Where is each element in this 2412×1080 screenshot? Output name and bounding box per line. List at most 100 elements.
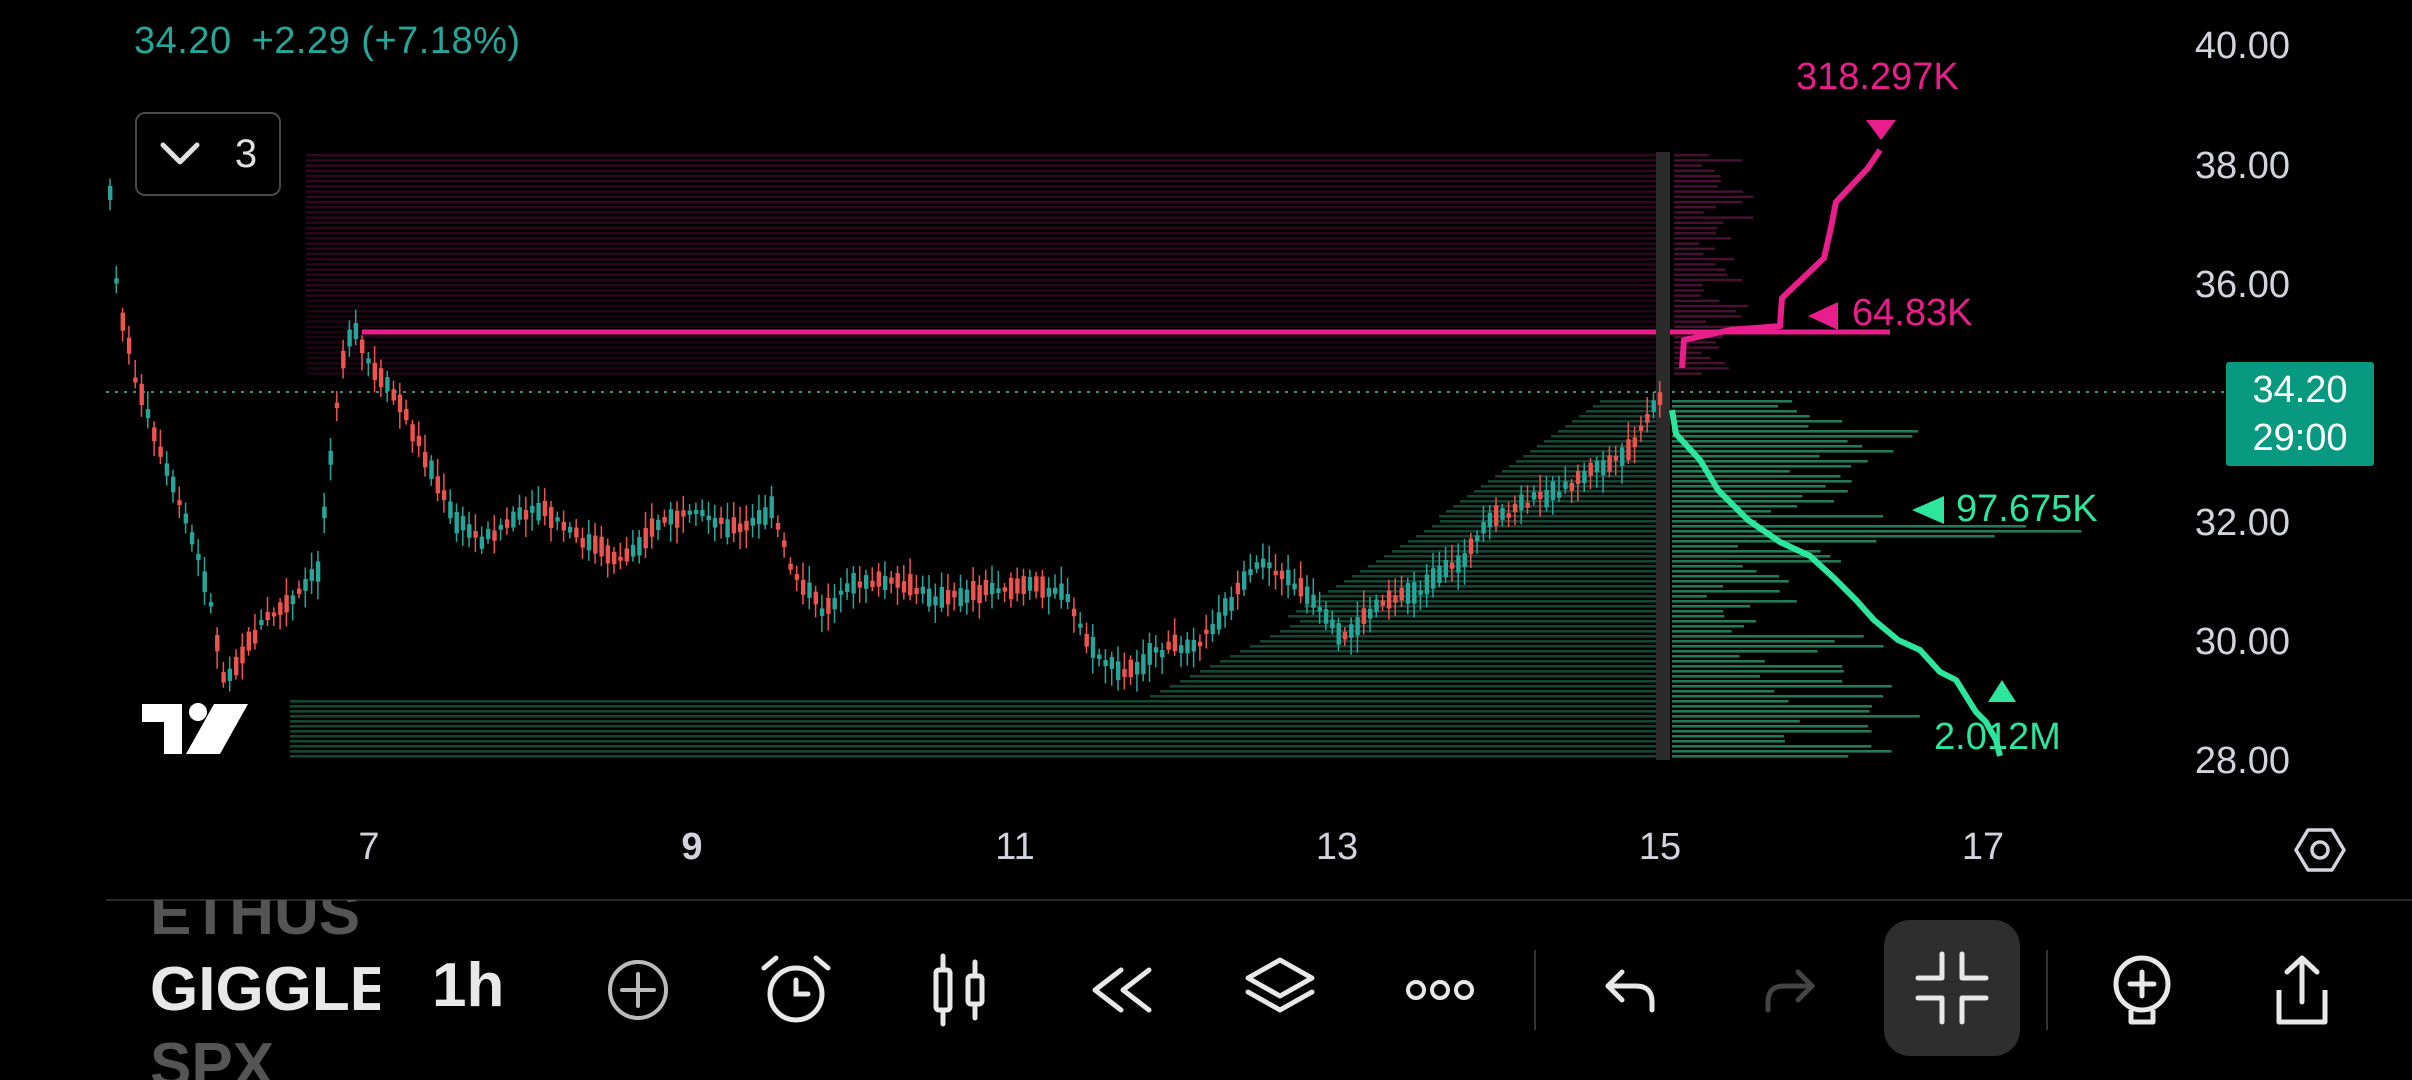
buy-volume-total: 2.012M [1934, 716, 2061, 759]
chart-settings-icon[interactable] [2294, 824, 2346, 876]
candle-body [549, 507, 553, 528]
vp-row-sell-right [1674, 352, 1701, 354]
vp-row-buy [1368, 565, 1656, 568]
time-axis-label: 13 [1316, 826, 1358, 869]
candle-body [234, 657, 238, 675]
candle-body [1343, 632, 1347, 639]
candle-body [637, 537, 641, 555]
candle-body [820, 608, 824, 615]
symbol-picker[interactable]: ETHUS GIGGLE SPX [150, 900, 380, 1080]
candle-body [1154, 647, 1158, 652]
candle-body [700, 510, 704, 516]
candle-body [625, 548, 629, 561]
candle-body [1229, 597, 1233, 611]
replay-button[interactable] [1078, 948, 1162, 1032]
vp-row-buy [1544, 440, 1656, 443]
vp-row-buy-right [1672, 565, 1743, 568]
alert-button[interactable] [754, 948, 838, 1032]
candle-body [196, 554, 200, 560]
vp-row-buy [290, 710, 1656, 713]
candle-body [530, 506, 534, 513]
vp-row-buy [1440, 520, 1656, 523]
candle-body [146, 409, 150, 418]
redo-button[interactable] [1748, 948, 1832, 1032]
vp-row-buy [1190, 675, 1656, 678]
price-axis-label: 38.00 [2195, 145, 2290, 188]
candle-body [1658, 392, 1662, 405]
vp-row-buy [290, 735, 1656, 738]
vp-row-sell [306, 310, 1656, 312]
candle-body [291, 595, 295, 604]
price-chart[interactable] [0, 0, 2412, 900]
candle-body [763, 507, 767, 524]
tradingview-logo [142, 702, 248, 758]
vp-row-buy-right [1672, 725, 1868, 728]
candle-body [1481, 522, 1485, 534]
symbol-item[interactable]: SPX [150, 1030, 274, 1080]
candlesticks [108, 178, 1662, 691]
vp-row-sell [306, 326, 1656, 328]
candle-body [675, 511, 679, 528]
time-axis-label: 11 [995, 826, 1034, 869]
candle-body [1324, 609, 1328, 624]
candle-body [1437, 566, 1441, 583]
candle-body [518, 507, 522, 519]
vp-row-buy-right [1672, 415, 1810, 418]
candle-body [612, 552, 616, 564]
vp-row-buy [1240, 650, 1656, 653]
vp-row-buy [1579, 415, 1656, 418]
vp-row-sell-right [1674, 289, 1704, 291]
vp-row-buy [1200, 670, 1656, 673]
undo-icon [1602, 966, 1658, 1014]
vp-row-buy-right [1672, 640, 1835, 643]
candle-body [1160, 650, 1164, 657]
more-button[interactable] [1398, 948, 1482, 1032]
candle-body [587, 534, 591, 550]
symbol-item[interactable]: ETHUS [150, 900, 360, 949]
undo-button[interactable] [1588, 948, 1672, 1032]
collapse-button[interactable] [1910, 946, 1994, 1030]
vp-row-buy [1523, 455, 1656, 458]
vp-row-buy [290, 720, 1656, 723]
vp-row-buy [1400, 545, 1656, 548]
interval-selector[interactable]: 1h [432, 950, 504, 1021]
vp-row-buy-right [1672, 605, 1750, 608]
candle-body [1544, 490, 1548, 507]
vp-row-buy [1446, 510, 1656, 513]
candle-body [826, 598, 830, 614]
add-indicator-button[interactable] [2100, 948, 2184, 1032]
vp-row-sell-right [1674, 242, 1699, 244]
vp-row-sell [306, 222, 1656, 224]
vp-row-buy [1360, 570, 1656, 573]
symbol-item-active[interactable]: GIGGLE [150, 954, 380, 1025]
share-button[interactable] [2260, 948, 2344, 1032]
vp-row-buy [290, 750, 1656, 753]
candle-body [1053, 588, 1057, 594]
add-symbol-button[interactable] [596, 948, 680, 1032]
vp-row-sell-right [1674, 222, 1723, 224]
candle-body [1166, 642, 1170, 650]
vp-row-sell [306, 159, 1656, 161]
candle-body [1267, 562, 1271, 568]
buy-level-volume: 97.675K [1956, 488, 2098, 531]
vp-row-buy-right [1672, 700, 1788, 703]
candle-body [669, 509, 673, 524]
layers-button[interactable] [1238, 948, 1322, 1032]
add-indicator-icon [2107, 952, 2177, 1028]
chart-type-button[interactable] [918, 948, 1002, 1032]
toolbar-separator [1534, 950, 1536, 1030]
candle-body [1589, 463, 1593, 476]
layout-selector-button[interactable]: 3 [135, 112, 281, 196]
vp-row-buy [1230, 655, 1656, 658]
candle-body [379, 368, 383, 387]
vp-row-sell [306, 216, 1656, 218]
price-change: +2.29 (+7.18%) [252, 20, 521, 62]
vp-row-sell [306, 274, 1656, 276]
candle-body [322, 507, 326, 518]
price-axis-label: 32.00 [2195, 502, 2290, 545]
vp-row-buy [1180, 680, 1656, 683]
candle-body [1494, 505, 1498, 525]
candle-body [1595, 461, 1599, 473]
vp-row-buy-right [1672, 515, 1883, 518]
candle-body [297, 589, 301, 594]
